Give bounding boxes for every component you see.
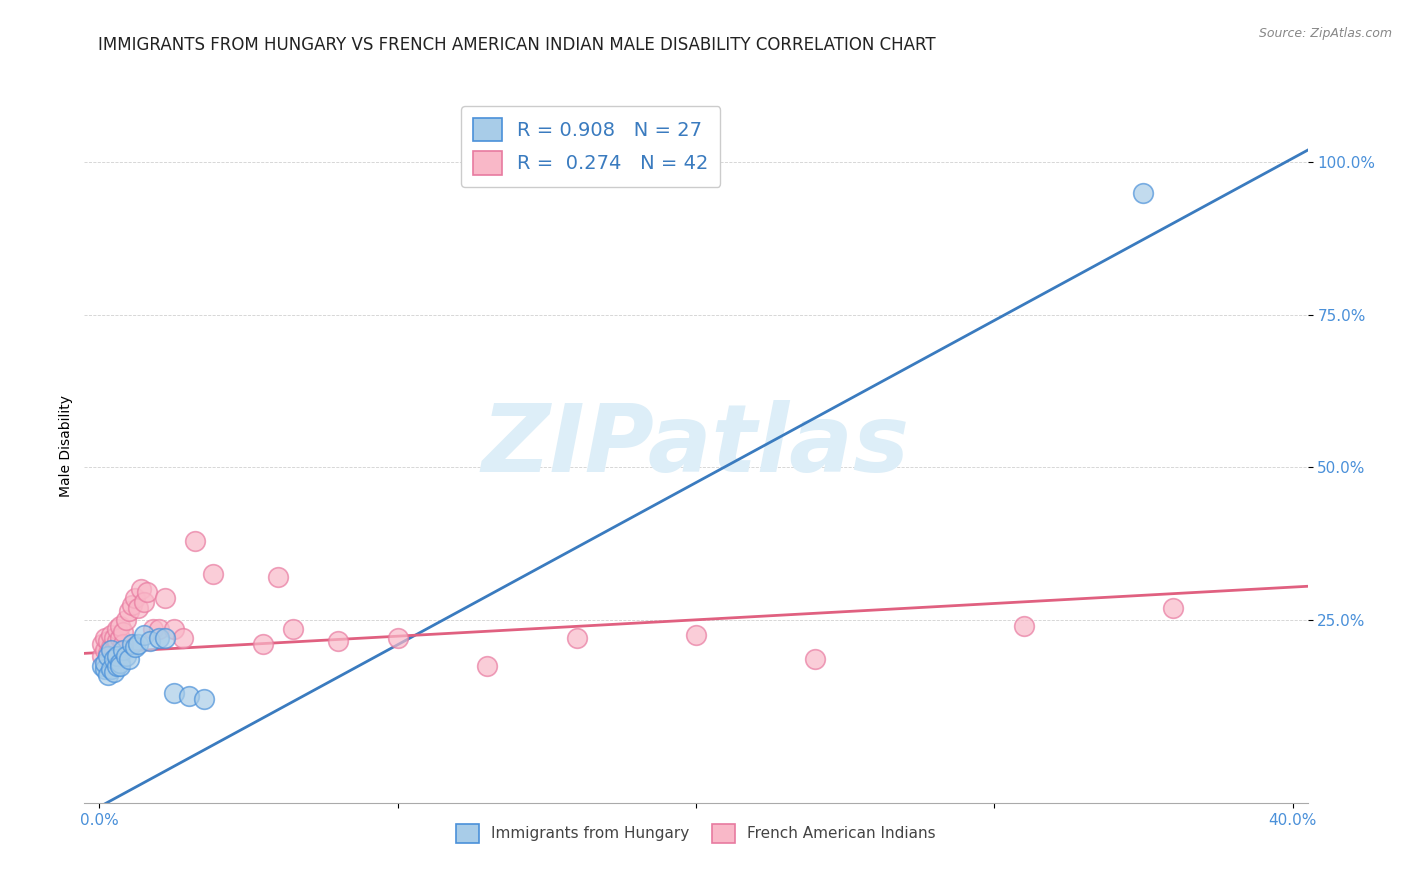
Point xyxy=(100,640,122,655)
Point xyxy=(283,622,305,636)
Point xyxy=(94,662,117,676)
Point xyxy=(105,634,128,648)
Point xyxy=(108,658,131,673)
Point xyxy=(112,643,135,657)
Text: ZIPatlas: ZIPatlas xyxy=(482,400,910,492)
Point xyxy=(94,631,117,645)
Point xyxy=(103,665,125,679)
Point xyxy=(153,591,176,606)
Point xyxy=(177,689,200,703)
Point xyxy=(565,631,588,645)
Point xyxy=(103,643,125,657)
Point xyxy=(97,646,120,660)
Point xyxy=(163,686,186,700)
Point xyxy=(105,622,128,636)
Point xyxy=(127,600,149,615)
Point xyxy=(475,658,498,673)
Text: Source: ZipAtlas.com: Source: ZipAtlas.com xyxy=(1258,27,1392,40)
Point xyxy=(132,594,155,608)
Point xyxy=(201,567,224,582)
Point xyxy=(127,637,149,651)
Point xyxy=(1012,619,1035,633)
Point xyxy=(108,656,131,670)
Point xyxy=(97,667,120,681)
Point xyxy=(267,570,290,584)
Point xyxy=(94,643,117,657)
Point xyxy=(115,649,138,664)
Point xyxy=(136,585,159,599)
Point xyxy=(326,634,349,648)
Point xyxy=(163,622,186,636)
Point xyxy=(91,637,114,651)
Legend: Immigrants from Hungary, French American Indians: Immigrants from Hungary, French American… xyxy=(450,818,942,848)
Point xyxy=(108,631,131,645)
Y-axis label: Male Disability: Male Disability xyxy=(59,395,73,497)
Point xyxy=(124,640,146,655)
Point xyxy=(97,649,120,664)
Point xyxy=(142,622,165,636)
Point xyxy=(105,649,128,664)
Point xyxy=(804,652,827,666)
Point xyxy=(121,598,143,612)
Point xyxy=(153,631,176,645)
Point xyxy=(103,652,125,666)
Point xyxy=(118,652,141,666)
Point xyxy=(1163,600,1185,615)
Point xyxy=(112,637,135,651)
Point xyxy=(1132,186,1154,200)
Point xyxy=(108,619,131,633)
Point xyxy=(100,662,122,676)
Point xyxy=(193,692,215,706)
Point xyxy=(91,658,114,673)
Point xyxy=(118,604,141,618)
Point xyxy=(387,631,409,645)
Point xyxy=(124,591,146,606)
Point xyxy=(148,631,170,645)
Point xyxy=(129,582,152,597)
Point xyxy=(94,656,117,670)
Point xyxy=(121,637,143,651)
Point xyxy=(105,658,128,673)
Point xyxy=(252,637,274,651)
Point xyxy=(115,613,138,627)
Point xyxy=(100,628,122,642)
Point xyxy=(184,533,207,548)
Point xyxy=(91,649,114,664)
Point xyxy=(112,625,135,640)
Text: IMMIGRANTS FROM HUNGARY VS FRENCH AMERICAN INDIAN MALE DISABILITY CORRELATION CH: IMMIGRANTS FROM HUNGARY VS FRENCH AMERIC… xyxy=(98,36,936,54)
Point xyxy=(97,634,120,648)
Point xyxy=(132,628,155,642)
Point xyxy=(172,631,194,645)
Point xyxy=(148,622,170,636)
Point xyxy=(103,631,125,645)
Point xyxy=(139,634,162,648)
Point xyxy=(685,628,707,642)
Point xyxy=(100,643,122,657)
